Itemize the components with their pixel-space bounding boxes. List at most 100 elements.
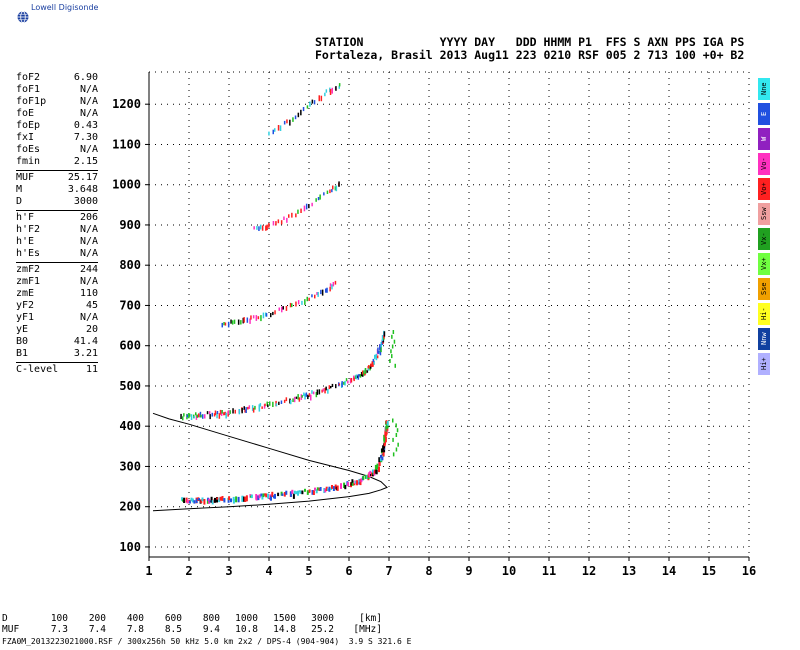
echo-mark bbox=[251, 405, 254, 411]
echo-mark bbox=[325, 288, 327, 293]
echo-mark bbox=[243, 496, 246, 502]
echo-mark bbox=[300, 394, 303, 400]
echo-mark bbox=[311, 202, 313, 207]
param-row: foF2 6.90 bbox=[16, 72, 98, 84]
echo-mark bbox=[218, 413, 221, 419]
echo-mark bbox=[380, 454, 382, 458]
echo-mark bbox=[383, 331, 386, 337]
echo-mark bbox=[372, 358, 375, 362]
echo-mark bbox=[289, 302, 292, 308]
x-tick-label: 2 bbox=[185, 564, 192, 578]
echo-mark bbox=[219, 496, 222, 501]
echo-mark bbox=[183, 497, 186, 503]
legend-swatch-e: E bbox=[758, 103, 770, 125]
echo-mark bbox=[300, 109, 302, 116]
distance-value: 600 bbox=[164, 613, 182, 624]
echo-mark bbox=[371, 469, 374, 473]
echo-mark bbox=[326, 190, 329, 194]
distance-row: D 100 200 400 600 800 1000 1500 3000 [km] bbox=[2, 613, 382, 624]
param-value: 11 bbox=[85, 364, 98, 375]
x-tick-label: 12 bbox=[582, 564, 596, 578]
param-row: foEp 0.43 bbox=[16, 120, 98, 132]
x-tick-label: 5 bbox=[305, 564, 312, 578]
echo-mark bbox=[234, 409, 236, 414]
echo-mark bbox=[303, 392, 305, 397]
echo-mark bbox=[331, 485, 333, 489]
echo-mark bbox=[272, 129, 274, 135]
echo-mark bbox=[331, 87, 333, 94]
echo-mark bbox=[277, 492, 280, 497]
param-name: h'E bbox=[16, 236, 35, 247]
echo-mark bbox=[295, 213, 297, 218]
echo-mark bbox=[297, 112, 300, 118]
param-name: foF1p bbox=[16, 96, 47, 107]
echo-mark bbox=[256, 225, 258, 230]
echo-mark bbox=[216, 497, 219, 500]
legend-swatch-ssw: Ssw bbox=[758, 203, 770, 225]
param-name: h'F bbox=[16, 212, 35, 223]
echo-mark bbox=[317, 197, 320, 201]
param-name: zmE bbox=[16, 288, 35, 299]
echo-mark bbox=[211, 500, 214, 505]
x-tick-label: 13 bbox=[622, 564, 636, 578]
echo-mark bbox=[380, 342, 382, 348]
y-tick-label: 1100 bbox=[112, 137, 141, 151]
echo-mark bbox=[357, 374, 360, 380]
echo-mark bbox=[320, 289, 322, 295]
echo-mark bbox=[367, 367, 370, 371]
muf-value: 7.3 bbox=[50, 624, 68, 635]
echo-mark bbox=[321, 389, 323, 393]
echo-mark bbox=[317, 292, 319, 297]
echo-mark bbox=[308, 204, 310, 209]
echo-traces bbox=[180, 83, 399, 505]
param-name: fxI bbox=[16, 132, 35, 143]
echo-mark bbox=[329, 286, 331, 292]
echo-trace-2 bbox=[180, 330, 396, 421]
station-header-labels: STATION YYYY DAY DDD HHMM P1 FFS S AXN P… bbox=[315, 35, 745, 49]
echo-mark bbox=[390, 349, 392, 354]
echo-mark bbox=[272, 495, 275, 499]
echo-mark bbox=[289, 119, 291, 126]
echo-mark bbox=[311, 390, 313, 394]
distance-value: 1000 bbox=[235, 613, 258, 624]
echo-mark bbox=[186, 414, 189, 418]
echo-mark bbox=[216, 411, 219, 414]
echo-mark bbox=[245, 407, 247, 413]
echo-mark bbox=[243, 406, 245, 410]
echo-mark bbox=[247, 406, 249, 410]
echo-mark bbox=[292, 398, 294, 402]
echo-mark bbox=[286, 119, 288, 124]
echo-mark bbox=[392, 452, 395, 457]
echo-mark bbox=[190, 497, 193, 502]
echo-mark bbox=[231, 320, 234, 325]
echo-mark bbox=[182, 416, 184, 421]
echo-mark bbox=[329, 89, 332, 95]
y-tick-label: 700 bbox=[119, 298, 141, 312]
echo-mark bbox=[355, 374, 358, 380]
echo-mark bbox=[301, 395, 303, 398]
y-tick-label: 100 bbox=[119, 540, 141, 554]
echo-mark bbox=[311, 99, 314, 104]
echo-mark bbox=[309, 101, 311, 107]
echo-mark bbox=[331, 383, 334, 387]
echo-mark bbox=[271, 491, 274, 497]
echo-mark bbox=[285, 490, 288, 495]
echo-mark bbox=[338, 83, 341, 87]
echo-mark bbox=[368, 365, 370, 369]
echo-mark bbox=[195, 412, 197, 416]
echo-mark bbox=[307, 394, 309, 400]
echo-mark bbox=[250, 315, 252, 320]
echo-mark bbox=[376, 463, 379, 469]
echo-mark bbox=[350, 484, 352, 488]
echo-mark bbox=[191, 498, 194, 503]
echo-mark bbox=[221, 410, 223, 414]
param-row: yF1 N/A bbox=[16, 312, 98, 324]
param-name: foEs bbox=[16, 144, 41, 155]
echo-mark bbox=[272, 221, 275, 226]
echo-mark bbox=[278, 307, 280, 311]
echo-mark bbox=[237, 496, 240, 503]
echo-mark bbox=[227, 410, 230, 415]
echo-mark bbox=[285, 306, 288, 311]
echo-mark bbox=[328, 385, 331, 390]
param-value: 2.15 bbox=[73, 156, 98, 167]
